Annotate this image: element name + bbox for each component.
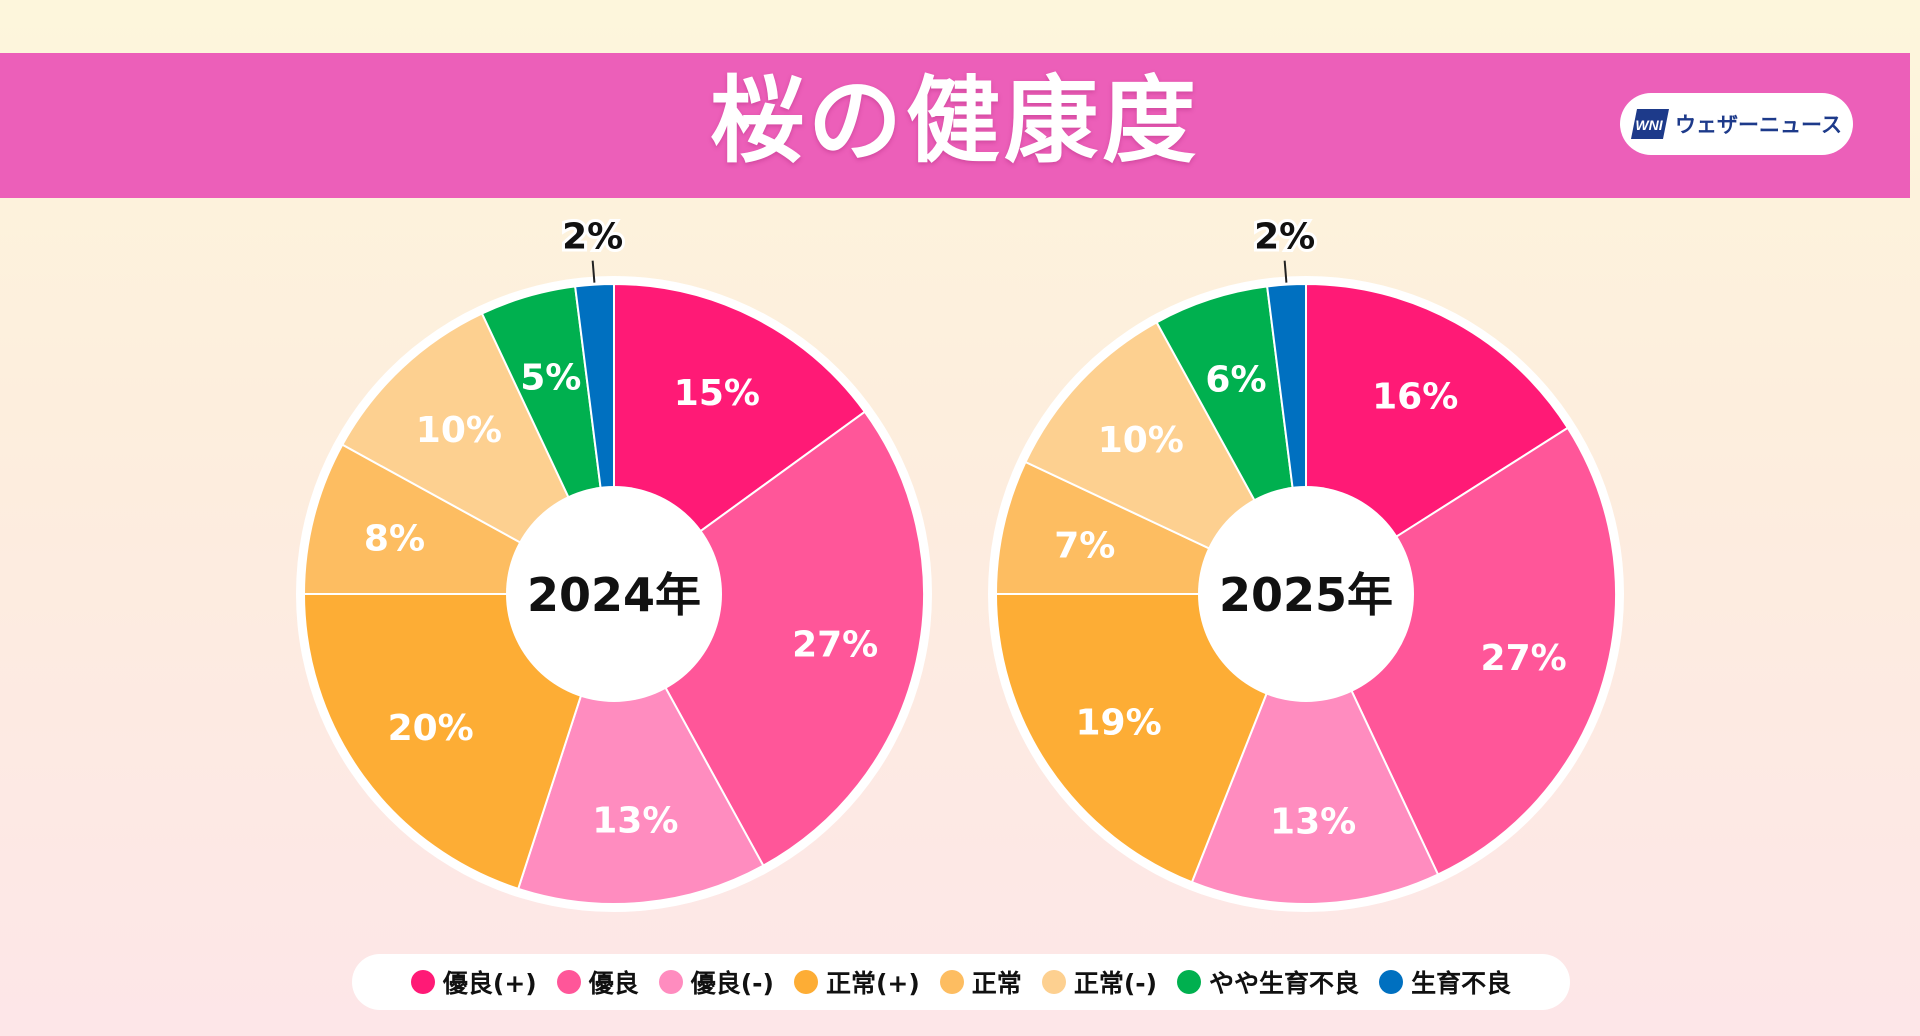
pie-slice [516,591,765,905]
slice-label: 2% [562,217,623,258]
legend-label: 正常(-) [1073,969,1158,998]
slice-label: 27% [1481,638,1567,679]
slice-label: 5% [520,357,581,398]
legend-label: 優良(+) [442,969,537,998]
slice-label: 7% [1054,526,1115,567]
legend-swatch-icon [410,970,435,994]
legend-item: やや生育不良 [1177,964,1359,1000]
weathernews-logo-icon: WNI [1631,109,1670,139]
brand-logo-text: WNI [1635,117,1663,133]
pie-slice [1190,591,1440,905]
slice-label: 27% [792,624,878,665]
slice-label: 15% [674,373,760,414]
page-title: 桜の健康度 [709,67,1200,176]
slice-label: 13% [1270,802,1356,843]
title-banner: 桜の健康度 WNI ウェザーニュース [0,53,1910,198]
legend-swatch-icon [793,970,818,994]
pie-chart-1: 15% 27% 13% 20% 8% 10% 5% 2% 2024年 [296,214,932,912]
brand-name: ウェザーニュース [1675,113,1842,137]
donut-hole [506,486,722,702]
legend-item: 正常 [939,964,1022,1000]
slice-label: 13% [592,801,678,842]
slice-label: 16% [1372,376,1458,417]
legend-label: やや生育不良 [1209,969,1360,998]
legend-label: 生育不良 [1411,969,1512,998]
legend-swatch-icon [1177,970,1202,994]
year-label: 2024年 [527,568,701,622]
leader-line [1283,260,1288,283]
legend-swatch-icon [1041,970,1066,994]
leader-line [591,260,596,283]
donut-hole [1198,486,1414,702]
brand-badge: WNI ウェザーニュース [1620,93,1853,155]
legend-label: 正常(+) [825,969,920,998]
legend-item: 生育不良 [1379,964,1511,1000]
legend-item: 優良(+) [410,964,537,1000]
slice-label: 10% [1098,420,1184,461]
legend-label: 優良 [588,969,639,998]
legend-item: 正常(-) [1041,964,1158,1000]
slice-label: 2% [1254,217,1315,258]
legend-item: 優良 [556,964,639,1000]
legend-item: 正常(+) [793,964,920,1000]
pie-charts: 15% 27% 13% 20% 8% 10% 5% 2% 2024年 16% 27% 13% 19% 7%… [296,214,1624,912]
slice-label: 10% [416,410,502,451]
legend-swatch-icon [658,970,683,994]
legend-swatch-icon [939,970,964,994]
chart-legend: 優良(+) 優良 優良(-) 正常(+) 正常 正常(-) やや生育不良 生育不良 [352,954,1570,1010]
legend-item: 優良(-) [658,964,774,1000]
pie-chart-2: 16% 27% 13% 19% 7% 10% 6% 2% 2025年 [988,214,1624,912]
pie-slice [1304,426,1617,876]
slice-label: 20% [388,708,474,749]
legend-swatch-icon [1379,970,1404,994]
pie-slice [612,410,925,868]
slice-label: 19% [1075,702,1161,743]
legend-label: 正常 [971,969,1022,998]
legend-label: 優良(-) [690,969,774,998]
slice-label: 6% [1205,359,1266,400]
slice-label: 8% [364,519,425,560]
year-label: 2025年 [1219,568,1393,622]
legend-swatch-icon [556,970,581,994]
